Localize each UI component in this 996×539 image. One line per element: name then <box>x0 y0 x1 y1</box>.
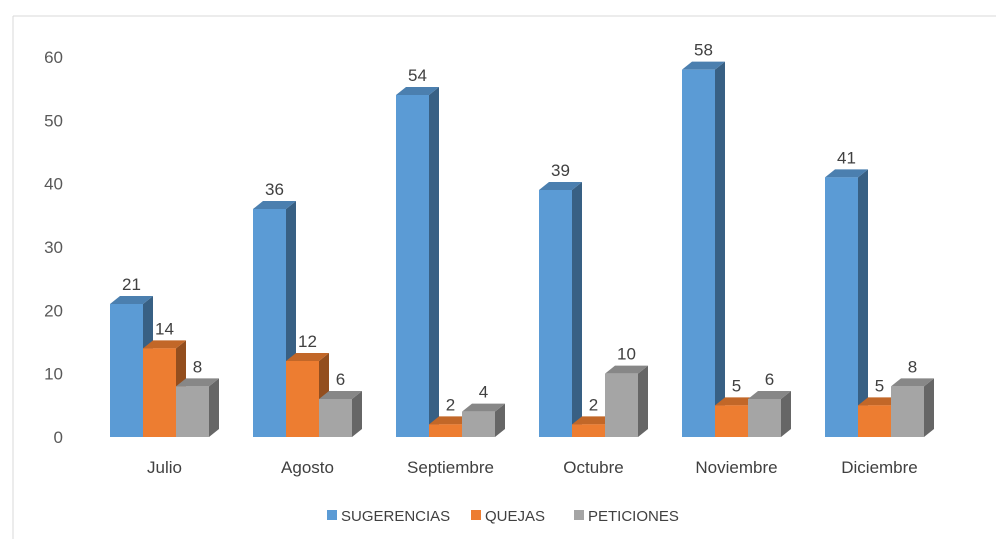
data-label: 5 <box>875 376 884 395</box>
bar-peticiones-octubre <box>605 365 648 437</box>
legend-swatch <box>471 510 481 520</box>
bar-sugerencias-noviembre <box>682 61 725 438</box>
legend-label: QUEJAS <box>485 508 545 525</box>
bar-peticiones-noviembre <box>748 391 791 437</box>
legend: SUGERENCIAS QUEJAS PETICIONES <box>327 508 679 525</box>
legend-item-quejas: QUEJAS <box>471 508 545 525</box>
y-tick-label: 20 <box>44 301 63 320</box>
data-label: 4 <box>479 383 488 402</box>
bar-quejas-octubre <box>572 416 615 437</box>
data-label: 14 <box>155 319 174 338</box>
data-label: 8 <box>193 357 202 376</box>
legend-swatch <box>574 510 584 520</box>
bar-peticiones-julio <box>176 378 219 437</box>
y-tick-label: 30 <box>44 238 63 257</box>
data-label: 6 <box>765 370 774 389</box>
y-tick-label: 10 <box>44 365 63 384</box>
y-axis: 0 10 20 30 40 50 60 <box>44 48 63 447</box>
data-label: 21 <box>122 275 141 294</box>
data-label: 39 <box>551 161 570 180</box>
data-label: 2 <box>446 395 455 414</box>
data-label: 5 <box>732 376 741 395</box>
bar-sugerencias-octubre <box>539 182 582 437</box>
data-label: 10 <box>617 345 636 364</box>
legend-label: SUGERENCIAS <box>341 508 450 525</box>
data-label: 54 <box>408 66 427 85</box>
data-label: 12 <box>298 332 317 351</box>
bar-sugerencias-septiembre <box>396 87 439 437</box>
y-tick-label: 50 <box>44 111 63 130</box>
y-tick-label: 40 <box>44 175 63 194</box>
legend-item-sugerencias: SUGERENCIAS <box>327 508 450 525</box>
x-tick-label: Septiembre <box>407 458 494 477</box>
y-tick-label: 60 <box>44 48 63 67</box>
data-label: 41 <box>837 148 856 167</box>
bar-peticiones-agosto <box>319 391 362 437</box>
data-label: 36 <box>265 180 284 199</box>
legend-swatch <box>327 510 337 520</box>
data-label: 58 <box>694 41 713 60</box>
bar-peticiones-diciembre <box>891 378 934 437</box>
data-label: 2 <box>589 395 598 414</box>
x-axis: Julio Agosto Septiembre Octubre Noviembre Dic… <box>147 458 918 477</box>
x-tick-label: Julio <box>147 458 182 477</box>
legend-item-peticiones: PETICIONES <box>574 508 679 525</box>
x-tick-label: Agosto <box>281 458 334 477</box>
bar-sugerencias-diciembre <box>825 169 868 438</box>
data-label: 8 <box>908 357 917 376</box>
y-tick-label: 0 <box>54 428 63 447</box>
x-tick-label: Diciembre <box>841 458 918 477</box>
data-label: 6 <box>336 370 345 389</box>
legend-label: PETICIONES <box>588 508 679 525</box>
x-tick-label: Octubre <box>563 458 623 477</box>
x-tick-label: Noviembre <box>695 458 777 477</box>
bar-peticiones-septiembre <box>462 403 505 437</box>
